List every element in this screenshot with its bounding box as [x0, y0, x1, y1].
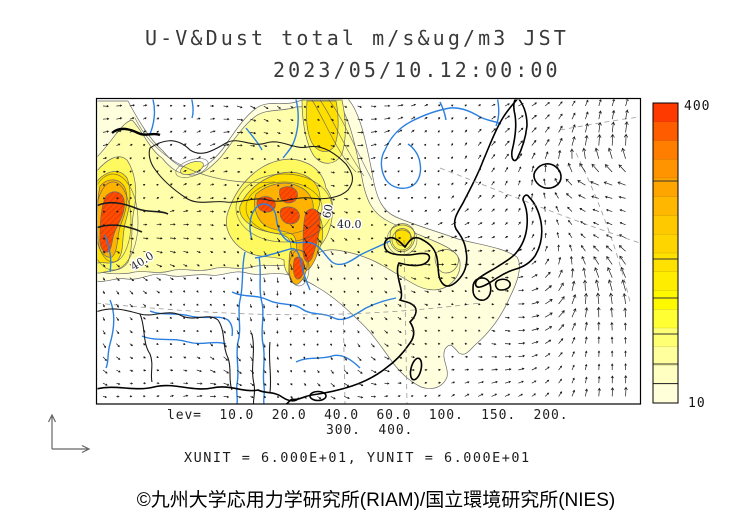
contour-levels-text2: 300. 400.: [326, 423, 414, 438]
wind-arrows: [102, 99, 629, 400]
contour-levels-text: lev= 10.0 20.0 40.0 60.0 100. 150. 200.: [167, 408, 569, 423]
colorbar-max-label: 400: [684, 99, 710, 114]
colorbar: [653, 103, 678, 404]
colorbar-min-label: 10: [688, 396, 706, 411]
rivers: [104, 99, 502, 404]
colorbar-border: [652, 102, 679, 404]
axes-glyph: [47, 413, 91, 454]
coastlines: [97, 99, 562, 404]
chart-datetime: 2023/05/10.12:00:00: [273, 58, 561, 82]
svg-text:40.0: 40.0: [337, 218, 362, 231]
units-text: XUNIT = 6.000E+01, YUNIT = 6.000E+01: [184, 450, 531, 466]
contour-lines: [97, 99, 418, 287]
chart-title: U-V&Dust total m/s&ug/m3 JST: [145, 26, 569, 50]
copyright-text: ©九州大学応用力学研究所(RIAM)/国立環境研究所(NIES): [136, 490, 616, 511]
svg-text:60: 60: [320, 203, 336, 219]
map-frame: [95, 97, 642, 405]
